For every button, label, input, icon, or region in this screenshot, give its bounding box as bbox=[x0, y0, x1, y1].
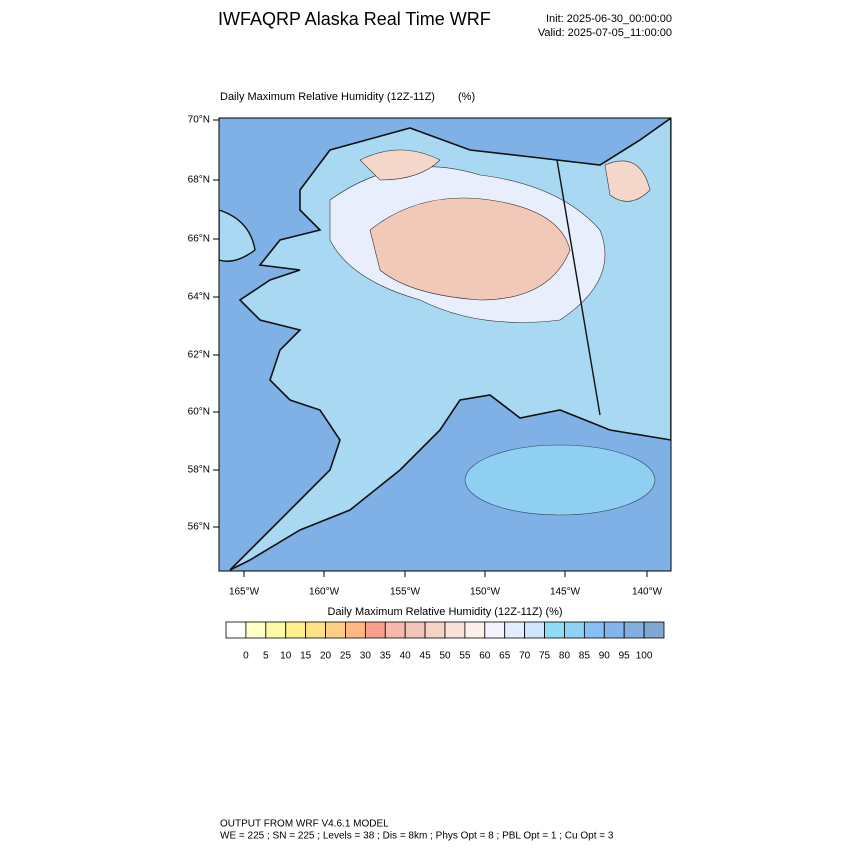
chukotka bbox=[219, 209, 256, 262]
map-units: (%) bbox=[458, 91, 475, 103]
colorbar-label: 50 bbox=[439, 651, 451, 662]
lon-label: 155°W bbox=[390, 587, 421, 598]
colorbar-box bbox=[524, 621, 545, 639]
lat-label: 68°N bbox=[188, 175, 210, 186]
colorbar-box bbox=[325, 621, 346, 639]
colorbar-box bbox=[484, 621, 506, 639]
map: 70°N68°N66°N64°N62°N60°N58°N56°N 165°W 16… bbox=[188, 115, 672, 598]
colorbar-box bbox=[444, 621, 466, 639]
colorbar-label: 40 bbox=[400, 651, 412, 662]
colorbar-box bbox=[504, 621, 526, 639]
colorbar-box bbox=[364, 621, 386, 639]
land-driest-zone bbox=[369, 197, 571, 301]
map-title: Daily Maximum Relative Humidity (12Z-11Z… bbox=[220, 91, 435, 103]
colorbar-box bbox=[464, 621, 486, 639]
colorbar-box bbox=[384, 621, 406, 639]
colorbar-box bbox=[265, 621, 287, 639]
map-frame bbox=[218, 117, 672, 572]
footer-line2: WE = 225 ; SN = 225 ; Levels = 38 ; Dis … bbox=[220, 831, 614, 842]
colorbar-label: 90 bbox=[599, 651, 611, 662]
lon-label: 140°W bbox=[632, 587, 663, 598]
colorbar-label: 70 bbox=[519, 651, 531, 662]
colorbar: 0 5 10 15 20 25 30 35 40 45 50 55 60 65 70 75 80 85 90 95 10… bbox=[225, 621, 665, 662]
colorbar-box bbox=[424, 621, 446, 639]
title: IWFAQRP Alaska Real Time WRF bbox=[218, 9, 491, 29]
ocean-humid-area bbox=[464, 444, 656, 516]
colorbar-label: 0 bbox=[243, 651, 249, 662]
colorbar-label: 25 bbox=[340, 651, 352, 662]
lat-labels: 70°N 68°N 66°N 64°N 62°N 60°N 58°N 56°N bbox=[188, 115, 219, 533]
colorbar-label: 80 bbox=[559, 651, 571, 662]
lon-label: 150°W bbox=[470, 587, 501, 598]
colorbar-box bbox=[643, 621, 665, 639]
colorbar-box bbox=[225, 621, 247, 639]
valid-time: Valid: 2025-07-05_11:00:00 bbox=[538, 27, 672, 39]
lat-label: 62°N bbox=[188, 350, 210, 361]
colorbar-box bbox=[544, 621, 565, 639]
colorbar-box bbox=[583, 621, 605, 639]
colorbar-label: 20 bbox=[320, 651, 332, 662]
colorbar-label: 10 bbox=[280, 651, 292, 662]
colorbar-label: 100 bbox=[636, 651, 653, 662]
lat-label: 64°N bbox=[188, 292, 210, 303]
colorbar-label: 65 bbox=[499, 651, 511, 662]
colorbar-label: 95 bbox=[619, 651, 631, 662]
colorbar-label: 15 bbox=[300, 651, 312, 662]
colorbar-box bbox=[564, 621, 585, 639]
north-slope-dry bbox=[359, 149, 441, 181]
lon-label: 145°W bbox=[550, 587, 581, 598]
colorbar-box bbox=[305, 621, 326, 639]
colorbar-box bbox=[404, 621, 426, 639]
colorbar-label: 35 bbox=[380, 651, 392, 662]
colorbar-label: 55 bbox=[459, 651, 471, 662]
lat-label: 60°N bbox=[188, 407, 210, 418]
colorbar-box bbox=[603, 621, 625, 639]
yukon-dry bbox=[604, 160, 651, 202]
colorbar-label: 75 bbox=[539, 651, 551, 662]
lat-label: 56°N bbox=[188, 522, 210, 533]
lat-label: 66°N bbox=[188, 234, 210, 245]
colorbar-label: 45 bbox=[420, 651, 432, 662]
lat-label: 70°N bbox=[188, 115, 210, 126]
colorbar-box bbox=[285, 621, 307, 639]
lon-label: 165°W bbox=[229, 587, 260, 598]
colorbar-label: 30 bbox=[360, 651, 372, 662]
colorbar-box bbox=[623, 621, 645, 639]
border bbox=[556, 159, 601, 416]
lon-label: 160°W bbox=[309, 587, 340, 598]
colorbar-label: 60 bbox=[479, 651, 491, 662]
map-body bbox=[219, 118, 671, 571]
lon-labels: 165°W 160°W 155°W 150°W 145°W 140°W bbox=[229, 571, 663, 598]
colorbar-box bbox=[345, 621, 366, 639]
init-time: Init: 2025-06-30_00:00:00 bbox=[546, 13, 672, 25]
lat-label: 58°N bbox=[188, 465, 210, 476]
colorbar-label: 85 bbox=[579, 651, 591, 662]
colorbar-title: Daily Maximum Relative Humidity (12Z-11Z… bbox=[327, 606, 562, 618]
colorbar-box bbox=[245, 621, 267, 639]
colorbar-label: 5 bbox=[263, 651, 269, 662]
footer-line1: OUTPUT FROM WRF V4.6.1 MODEL bbox=[220, 819, 389, 830]
